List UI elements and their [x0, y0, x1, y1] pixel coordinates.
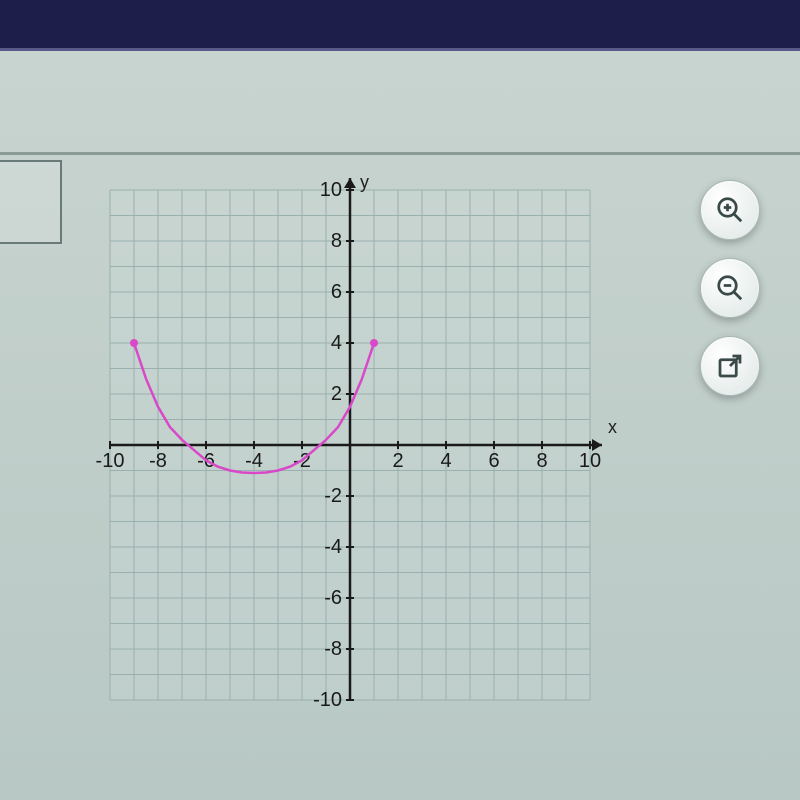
popout-icon: [715, 351, 745, 381]
svg-text:4: 4: [440, 450, 451, 472]
svg-text:-2: -2: [324, 485, 342, 507]
svg-text:6: 6: [331, 281, 342, 303]
coordinate-chart: -10-8-6-4-2246810-10-8-6-4-2246810xy: [80, 170, 620, 730]
svg-text:-8: -8: [149, 450, 167, 472]
divider: [0, 152, 800, 155]
svg-text:10: 10: [579, 450, 601, 472]
zoom-out-icon: [715, 273, 745, 303]
svg-text:10: 10: [320, 179, 342, 201]
svg-text:-4: -4: [324, 536, 342, 558]
zoom-in-button[interactable]: [700, 180, 760, 240]
svg-text:-10: -10: [96, 450, 125, 472]
svg-text:8: 8: [331, 230, 342, 252]
svg-text:y: y: [360, 172, 369, 192]
popout-button[interactable]: [700, 336, 760, 396]
chart-svg: -10-8-6-4-2246810-10-8-6-4-2246810xy: [80, 170, 620, 730]
svg-text:-10: -10: [313, 689, 342, 711]
svg-text:4: 4: [331, 332, 342, 354]
svg-text:2: 2: [392, 450, 403, 472]
svg-text:-4: -4: [245, 450, 263, 472]
svg-text:x: x: [608, 417, 617, 437]
svg-text:-6: -6: [324, 587, 342, 609]
zoom-in-icon: [715, 195, 745, 225]
side-panel-stub: [0, 160, 62, 244]
svg-text:6: 6: [488, 450, 499, 472]
svg-text:2: 2: [331, 383, 342, 405]
chart-toolbar: [700, 180, 760, 396]
zoom-out-button[interactable]: [700, 258, 760, 318]
svg-text:-8: -8: [324, 638, 342, 660]
svg-text:8: 8: [536, 450, 547, 472]
window-titlebar: [0, 0, 800, 51]
